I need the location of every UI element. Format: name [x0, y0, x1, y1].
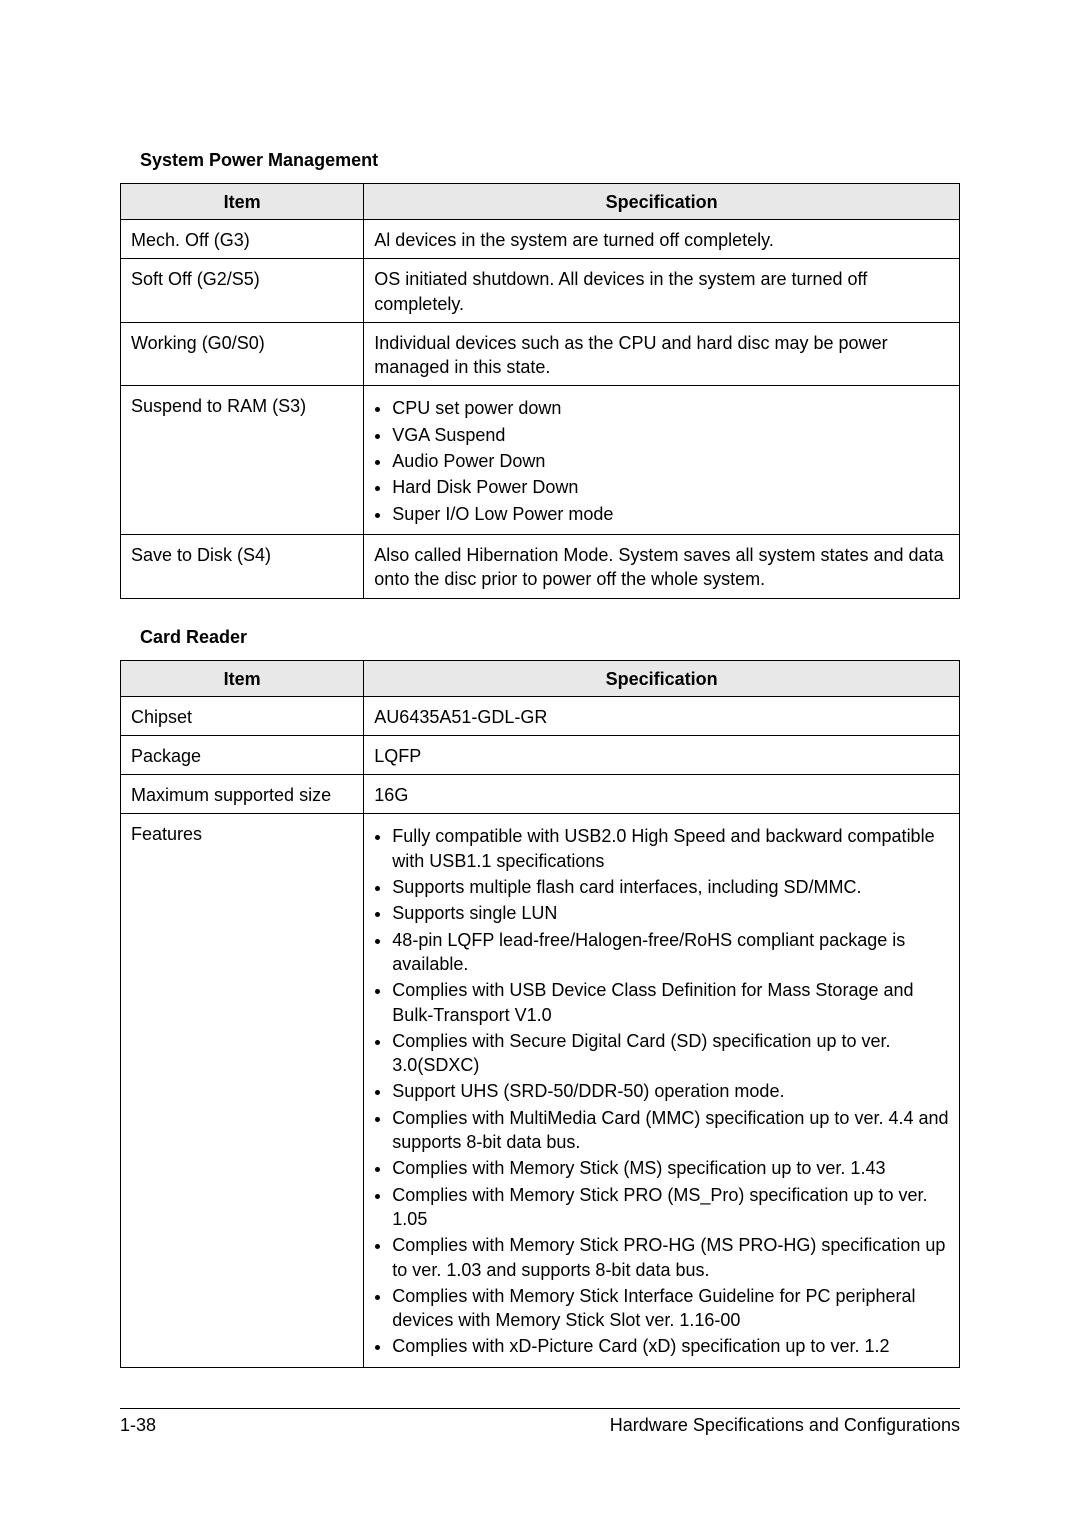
footer-title: Hardware Specifications and Configuratio…	[610, 1415, 960, 1436]
cell-item: Soft Off (G2/S5)	[121, 259, 364, 323]
header-item: Item	[121, 184, 364, 220]
cell-item: Features	[121, 814, 364, 1367]
cell-spec: 16G	[364, 775, 960, 814]
list-item: CPU set power down	[392, 396, 949, 420]
section-title: Card Reader	[140, 627, 960, 648]
header-spec: Specification	[364, 184, 960, 220]
spec-list: CPU set power down VGA Suspend Audio Pow…	[374, 396, 949, 525]
list-item: Audio Power Down	[392, 449, 949, 473]
cell-item: Chipset	[121, 696, 364, 735]
table-row: Package LQFP	[121, 735, 960, 774]
list-item: Complies with Memory Stick (MS) specific…	[392, 1156, 949, 1180]
list-item: Complies with Memory Stick PRO-HG (MS PR…	[392, 1233, 949, 1282]
list-item: Hard Disk Power Down	[392, 475, 949, 499]
section-title: System Power Management	[140, 150, 960, 171]
table-row: Maximum supported size 16G	[121, 775, 960, 814]
table-row: Save to Disk (S4) Also called Hibernatio…	[121, 534, 960, 598]
list-item: Complies with Secure Digital Card (SD) s…	[392, 1029, 949, 1078]
cell-item: Working (G0/S0)	[121, 322, 364, 386]
table-header-row: Item Specification	[121, 660, 960, 696]
page-footer: 1-38 Hardware Specifications and Configu…	[120, 1408, 960, 1436]
spec-table-cardreader: Item Specification Chipset AU6435A51-GDL…	[120, 660, 960, 1368]
list-item: Fully compatible with USB2.0 High Speed …	[392, 824, 949, 873]
table-row: Features Fully compatible with USB2.0 Hi…	[121, 814, 960, 1367]
cell-item: Package	[121, 735, 364, 774]
header-item: Item	[121, 660, 364, 696]
list-item: Super I/O Low Power mode	[392, 502, 949, 526]
list-item: Supports single LUN	[392, 901, 949, 925]
cell-spec: Al devices in the system are turned off …	[364, 220, 960, 259]
table-row: Chipset AU6435A51-GDL-GR	[121, 696, 960, 735]
cell-spec: Individual devices such as the CPU and h…	[364, 322, 960, 386]
header-spec: Specification	[364, 660, 960, 696]
list-item: VGA Suspend	[392, 423, 949, 447]
cell-item: Mech. Off (G3)	[121, 220, 364, 259]
cell-spec: CPU set power down VGA Suspend Audio Pow…	[364, 386, 960, 534]
cell-spec: OS initiated shutdown. All devices in th…	[364, 259, 960, 323]
list-item: Complies with MultiMedia Card (MMC) spec…	[392, 1106, 949, 1155]
table-header-row: Item Specification	[121, 184, 960, 220]
cell-spec: Fully compatible with USB2.0 High Speed …	[364, 814, 960, 1367]
table-row: Suspend to RAM (S3) CPU set power down V…	[121, 386, 960, 534]
list-item: Complies with Memory Stick PRO (MS_Pro) …	[392, 1183, 949, 1232]
cell-item: Save to Disk (S4)	[121, 534, 364, 598]
list-item: Complies with Memory Stick Interface Gui…	[392, 1284, 949, 1333]
cell-spec: LQFP	[364, 735, 960, 774]
spec-list: Fully compatible with USB2.0 High Speed …	[374, 824, 949, 1358]
list-item: Supports multiple flash card interfaces,…	[392, 875, 949, 899]
cell-spec: AU6435A51-GDL-GR	[364, 696, 960, 735]
list-item: Complies with xD-Picture Card (xD) speci…	[392, 1334, 949, 1358]
table-row: Mech. Off (G3) Al devices in the system …	[121, 220, 960, 259]
list-item: Support UHS (SRD-50/DDR-50) operation mo…	[392, 1079, 949, 1103]
list-item: Complies with USB Device Class Definitio…	[392, 978, 949, 1027]
list-item: 48-pin LQFP lead-free/Halogen-free/RoHS …	[392, 928, 949, 977]
spec-table-power: Item Specification Mech. Off (G3) Al dev…	[120, 183, 960, 599]
table-row: Working (G0/S0) Individual devices such …	[121, 322, 960, 386]
cell-item: Maximum supported size	[121, 775, 364, 814]
cell-spec: Also called Hibernation Mode. System sav…	[364, 534, 960, 598]
cell-item: Suspend to RAM (S3)	[121, 386, 364, 534]
table-row: Soft Off (G2/S5) OS initiated shutdown. …	[121, 259, 960, 323]
page-number: 1-38	[120, 1415, 156, 1436]
